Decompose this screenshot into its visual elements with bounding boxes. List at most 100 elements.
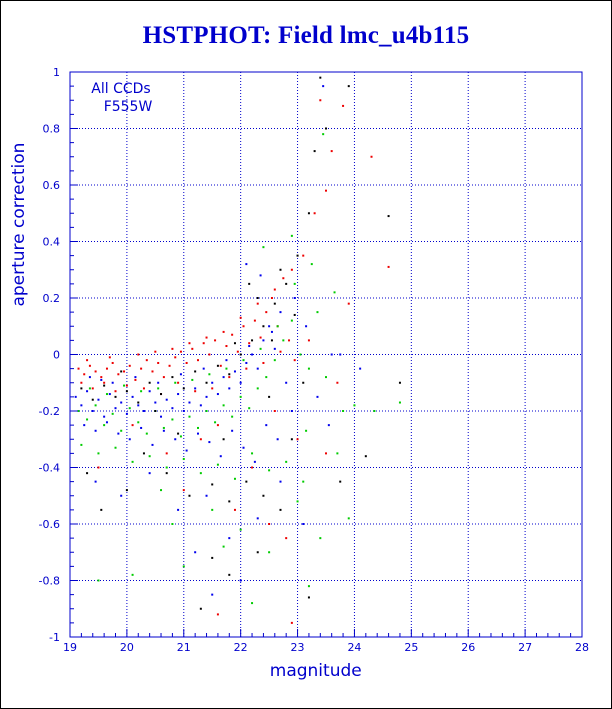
data-point bbox=[251, 339, 254, 342]
data-point bbox=[145, 432, 148, 435]
data-point bbox=[285, 282, 288, 285]
data-point bbox=[259, 336, 262, 339]
data-point bbox=[151, 370, 154, 373]
x-tick-label: 25 bbox=[404, 641, 418, 654]
data-point bbox=[353, 404, 356, 407]
data-point bbox=[305, 325, 308, 328]
data-point bbox=[265, 311, 268, 314]
data-point bbox=[148, 455, 151, 458]
data-point bbox=[279, 480, 282, 483]
data-point bbox=[97, 452, 100, 455]
data-point bbox=[290, 410, 293, 412]
data-point bbox=[165, 398, 168, 401]
data-point bbox=[245, 480, 248, 483]
data-point bbox=[325, 376, 327, 379]
data-point bbox=[177, 393, 180, 396]
data-point bbox=[97, 466, 100, 469]
data-point bbox=[185, 361, 188, 364]
data-point bbox=[282, 277, 285, 280]
y-tick-label: -0.2 bbox=[39, 405, 60, 418]
data-point bbox=[211, 593, 214, 596]
data-point bbox=[177, 381, 180, 384]
data-point bbox=[177, 508, 180, 511]
data-point bbox=[157, 381, 160, 384]
data-point bbox=[305, 429, 308, 432]
data-point bbox=[157, 387, 160, 390]
data-point bbox=[293, 359, 296, 362]
data-point bbox=[197, 432, 199, 435]
data-point bbox=[100, 376, 103, 379]
data-point bbox=[233, 508, 236, 511]
data-point bbox=[171, 523, 174, 525]
data-point bbox=[214, 339, 217, 342]
data-point bbox=[265, 424, 268, 427]
data-point bbox=[279, 268, 282, 271]
data-point bbox=[236, 350, 239, 353]
data-point bbox=[248, 345, 251, 348]
data-point bbox=[262, 361, 265, 364]
data-point bbox=[302, 254, 305, 257]
data-point bbox=[125, 390, 128, 393]
data-point bbox=[262, 494, 265, 497]
data-point bbox=[108, 356, 111, 359]
data-point bbox=[125, 489, 128, 492]
data-point bbox=[248, 282, 251, 285]
data-point bbox=[313, 150, 316, 153]
data-point bbox=[322, 85, 325, 88]
data-point bbox=[105, 367, 108, 370]
data-point bbox=[160, 393, 163, 396]
data-point bbox=[256, 517, 259, 520]
x-tick-label: 27 bbox=[518, 641, 532, 654]
data-point bbox=[128, 364, 131, 367]
data-point bbox=[120, 429, 123, 432]
data-point bbox=[103, 415, 106, 418]
data-point bbox=[228, 500, 231, 503]
data-point bbox=[125, 412, 128, 415]
data-point bbox=[256, 302, 259, 305]
data-point bbox=[208, 373, 211, 376]
data-point bbox=[117, 432, 120, 435]
data-point bbox=[364, 455, 367, 458]
data-point bbox=[77, 410, 80, 412]
data-point bbox=[256, 551, 259, 554]
data-point bbox=[342, 410, 345, 412]
data-point bbox=[94, 370, 97, 373]
data-point bbox=[228, 376, 231, 379]
data-point bbox=[194, 390, 197, 393]
data-point bbox=[251, 466, 254, 469]
data-point bbox=[111, 381, 114, 384]
data-point bbox=[123, 384, 126, 387]
data-point bbox=[285, 460, 288, 463]
data-point bbox=[114, 407, 117, 410]
data-point bbox=[330, 353, 333, 356]
data-point bbox=[256, 367, 259, 370]
data-point bbox=[228, 387, 231, 390]
chart-title: HSTPHOT: Field lmc_u4b115 bbox=[142, 22, 470, 49]
data-point bbox=[205, 395, 208, 398]
data-point bbox=[208, 353, 211, 356]
data-point bbox=[296, 500, 299, 503]
data-point bbox=[194, 387, 197, 390]
data-point bbox=[373, 410, 376, 412]
x-tick-label: 21 bbox=[177, 641, 191, 654]
data-point bbox=[140, 426, 143, 429]
data-point bbox=[273, 302, 276, 305]
x-axis-title: magnitude bbox=[270, 661, 362, 681]
data-point bbox=[285, 381, 288, 384]
y-tick-label: -1 bbox=[49, 631, 60, 644]
data-point bbox=[248, 342, 251, 345]
data-point bbox=[228, 537, 231, 540]
data-point bbox=[270, 297, 273, 299]
y-axis-title: aperture correction bbox=[9, 143, 29, 307]
data-point bbox=[148, 472, 151, 475]
data-point bbox=[211, 556, 214, 559]
data-point bbox=[325, 189, 327, 192]
data-point bbox=[86, 390, 89, 393]
x-tick-label: 19 bbox=[63, 641, 77, 654]
data-point bbox=[157, 361, 160, 364]
data-point bbox=[307, 596, 310, 599]
data-point bbox=[182, 387, 185, 390]
data-point bbox=[117, 373, 120, 376]
data-point bbox=[142, 387, 145, 390]
data-point bbox=[225, 345, 228, 348]
